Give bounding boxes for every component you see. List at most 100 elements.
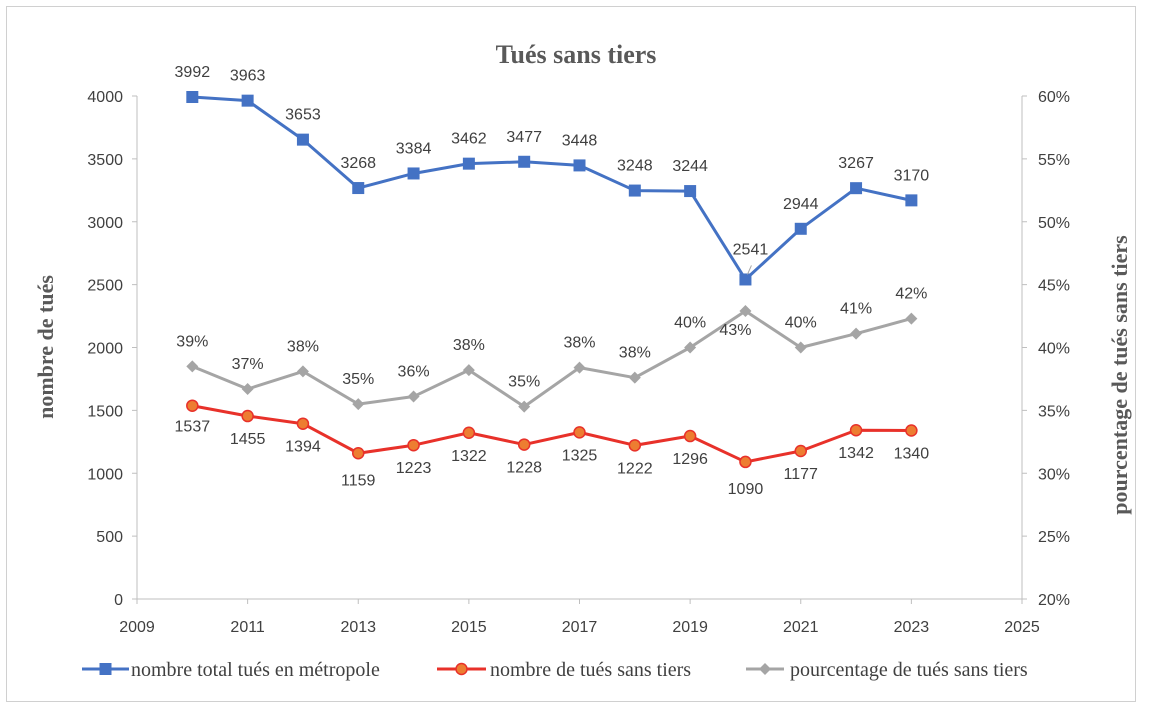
data-label: 2944 <box>783 196 819 213</box>
data-label: 1296 <box>672 451 708 468</box>
legend-label: nombre de tués sans tiers <box>490 659 691 681</box>
x-tick-label: 2013 <box>340 619 376 636</box>
data-point <box>794 444 807 458</box>
data-point <box>241 409 254 423</box>
data-point <box>296 417 310 430</box>
data-label: 35% <box>508 374 540 391</box>
data-point <box>794 222 807 235</box>
data-label: 3384 <box>396 140 432 157</box>
data-label: 1455 <box>230 431 266 448</box>
y-tick-label: 3000 <box>87 215 123 232</box>
data-point <box>462 364 475 377</box>
data-label: 39% <box>176 333 208 350</box>
data-label: 1394 <box>285 439 321 456</box>
x-tick-label: 2019 <box>672 619 708 636</box>
y2-tick-label: 30% <box>1038 466 1070 483</box>
legend-marker <box>455 662 468 676</box>
data-label: 3653 <box>285 107 321 124</box>
data-point <box>407 438 420 452</box>
y2-tick-label: 40% <box>1038 341 1070 358</box>
data-label: 38% <box>563 335 595 352</box>
data-label: 1342 <box>838 445 874 462</box>
y-axis-label: nombre de tués <box>33 275 58 419</box>
data-label: 3267 <box>838 155 874 172</box>
line-chart: Tués sans tiers 0 500 1000 1500 2000 2500 3000 3… <box>33 40 1132 681</box>
data-label: 1340 <box>894 445 930 462</box>
data-point <box>186 360 199 373</box>
x-tick-label: 2023 <box>894 619 930 636</box>
y2-tick-label: 55% <box>1038 152 1070 169</box>
data-point <box>573 159 586 172</box>
data-point <box>407 167 420 180</box>
data-label: 3170 <box>894 167 930 184</box>
y-tick-label: 2500 <box>87 278 123 295</box>
y-tick-label: 1500 <box>87 403 123 420</box>
y-tick-label: 4000 <box>87 89 123 106</box>
y-tick-label: 0 <box>114 592 123 609</box>
x-tick-label: 2025 <box>1004 619 1040 636</box>
data-label: 1159 <box>341 472 376 489</box>
data-point <box>352 447 365 460</box>
data-label: 3477 <box>506 129 542 146</box>
data-label: 3244 <box>672 158 708 175</box>
data-label: 1090 <box>728 481 764 498</box>
data-label: 38% <box>619 345 651 362</box>
y2-tick-label: 50% <box>1038 215 1070 232</box>
y2-tick-label: 45% <box>1038 278 1070 295</box>
legend-label: pourcentage de tués sans tiers <box>790 659 1028 681</box>
data-point <box>628 184 641 197</box>
y2-axis-label: pourcentage de tués sans tiers <box>1107 235 1132 515</box>
data-label: 2541 <box>733 241 769 258</box>
data-label: 1222 <box>617 460 653 477</box>
data-point <box>352 182 365 195</box>
y-tick-label: 2000 <box>87 341 123 358</box>
data-label: 38% <box>453 337 485 354</box>
y-tick-label: 500 <box>96 529 123 546</box>
data-label: 1322 <box>451 448 487 465</box>
data-point <box>739 273 752 286</box>
data-label: 40% <box>674 315 706 332</box>
series-line <box>192 404 912 464</box>
data-label: 3448 <box>562 132 598 149</box>
data-label: 1537 <box>175 419 211 436</box>
data-point <box>850 182 863 195</box>
y-tick-label: 3500 <box>87 152 123 169</box>
data-point <box>352 398 365 411</box>
data-label: 1177 <box>784 466 819 483</box>
data-point <box>739 305 752 318</box>
data-label: 40% <box>785 315 817 332</box>
data-point <box>794 341 807 354</box>
data-label: 3462 <box>451 131 487 148</box>
y2-tick-label: 20% <box>1038 592 1070 609</box>
legend-marker <box>759 663 771 675</box>
data-point <box>518 155 531 168</box>
data-point <box>186 399 199 412</box>
data-point <box>628 371 641 384</box>
legend-label: nombre total tués en métropole <box>131 659 380 681</box>
data-label: 3268 <box>340 155 376 172</box>
data-label: 35% <box>342 371 374 388</box>
data-point <box>241 94 254 107</box>
data-label: 3963 <box>230 68 266 85</box>
series-line <box>192 95 912 281</box>
data-label: 36% <box>398 364 430 381</box>
data-point <box>517 438 531 451</box>
data-point <box>683 429 697 443</box>
data-point <box>628 439 642 452</box>
y-tick-label: 1000 <box>87 466 123 483</box>
data-point <box>739 455 752 469</box>
data-point <box>684 341 697 354</box>
data-point <box>573 426 586 439</box>
data-label: 1325 <box>562 447 598 464</box>
data-point <box>849 423 863 437</box>
data-label: 41% <box>840 301 872 318</box>
data-label: 43% <box>719 322 751 339</box>
series-line <box>191 309 912 409</box>
legend-marker <box>99 663 112 675</box>
data-point <box>296 365 309 378</box>
data-point <box>462 157 475 170</box>
data-label: 1228 <box>506 460 542 477</box>
y2-tick-label: 60% <box>1038 89 1070 106</box>
data-point <box>684 185 697 198</box>
data-point <box>905 424 918 437</box>
